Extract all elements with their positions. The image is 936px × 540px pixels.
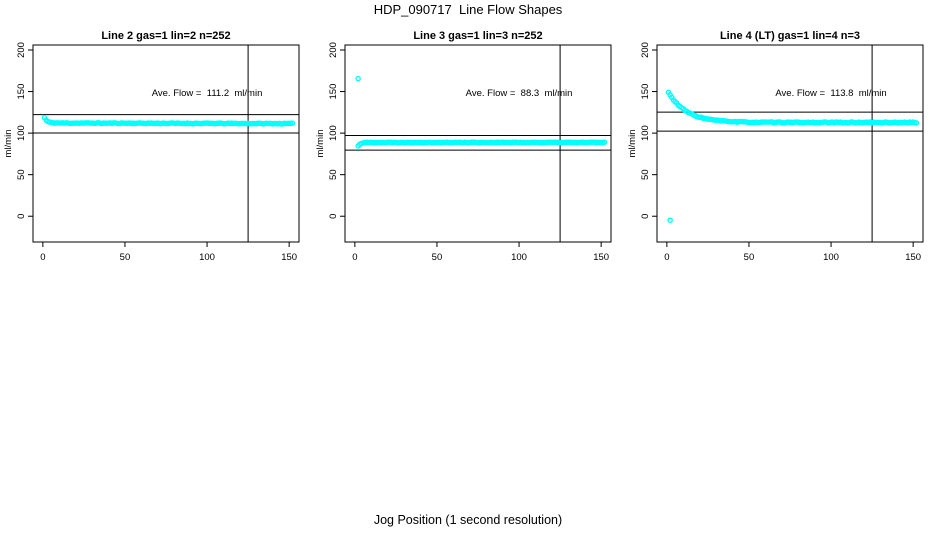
x-tick-label: 0 (664, 252, 669, 263)
y-axis-title: ml/min (627, 130, 638, 158)
x-tick-label: 50 (120, 252, 131, 263)
y-tick-label: 0 (328, 214, 339, 219)
y-axis: 0 50 100 150 200 ml/min (627, 42, 657, 219)
x-axis-label: Jog Position (1 second resolution) (373, 513, 563, 527)
panel-line2-chart: 0 50 100 150 0 50 100 150 200 ml/min Line 2 gas=1 … (3, 30, 300, 263)
y-tick-label: 50 (640, 169, 651, 180)
x-axis: 0 50 100 150 (40, 242, 297, 263)
x-axis: 0 50 100 150 (664, 242, 921, 263)
y-tick-label: 150 (328, 84, 339, 100)
outlier-point (667, 217, 673, 223)
x-tick-label: 100 (199, 252, 215, 263)
x-tick-label: 50 (432, 252, 443, 263)
y-tick-label: 0 (640, 214, 651, 219)
panel-line2: 0 50 100 150 0 50 100 150 200 ml/min Line 2 gas=1 … (0, 20, 312, 270)
panel-line4-chart: 0 50 100 150 0 50 100 150 200 ml/min Line 4 (LT) g… (627, 30, 924, 263)
scatter-points (665, 89, 920, 223)
y-axis: 0 50 100 150 200 ml/min (3, 42, 33, 219)
plot-box (344, 44, 612, 243)
y-axis-title: ml/min (3, 130, 14, 158)
x-tick-label: 150 (281, 252, 297, 263)
y-axis-title: ml/min (315, 130, 326, 158)
y-tick-label: 50 (16, 169, 27, 180)
y-tick-label: 200 (328, 42, 339, 58)
data-point (289, 120, 296, 126)
avg-flow-annotation: Ave. Flow = 111.2 ml/min (152, 88, 263, 99)
data-point (913, 120, 920, 126)
avg-flow-annotation: Ave. Flow = 113.8 ml/min (775, 88, 886, 99)
x-tick-label: 0 (40, 252, 45, 263)
x-tick-label: 0 (352, 252, 357, 263)
y-tick-label: 50 (328, 169, 339, 180)
y-tick-label: 200 (16, 42, 27, 58)
scatter-points (41, 114, 296, 127)
outlier-point (355, 75, 361, 82)
panel-line3-chart: 0 50 100 150 0 50 100 150 200 ml/min Line 3 gas=1 … (315, 30, 612, 263)
y-tick-label: 0 (16, 214, 27, 219)
panel-line3: 0 50 100 150 0 50 100 150 200 ml/min Line 3 gas=1 … (312, 20, 624, 270)
panel-title: Line 2 gas=1 lin=2 n=252 (101, 30, 230, 42)
y-tick-label: 200 (640, 42, 651, 58)
y-tick-label: 100 (328, 125, 339, 141)
x-tick-label: 150 (905, 252, 921, 263)
avg-flow-annotation: Ave. Flow = 88.3 ml/min (466, 88, 573, 99)
x-axis: 0 50 100 150 (352, 242, 609, 263)
x-tick-label: 100 (511, 252, 527, 263)
x-tick-label: 150 (593, 252, 609, 263)
y-tick-label: 100 (640, 125, 651, 141)
scatter-points (355, 75, 608, 149)
y-tick-label: 150 (640, 84, 651, 100)
plot-box (656, 44, 924, 243)
panel-title: Line 4 (LT) gas=1 lin=4 n=3 (720, 30, 860, 42)
y-tick-label: 150 (16, 84, 27, 100)
x-tick-label: 100 (823, 252, 839, 263)
data-point (601, 139, 608, 145)
x-tick-label: 50 (744, 252, 755, 263)
y-axis: 0 50 100 150 200 ml/min (315, 42, 345, 219)
panel-title: Line 3 gas=1 lin=3 n=252 (413, 30, 542, 42)
figure-title: HDP_090717 Line Flow Shapes (373, 2, 563, 17)
panel-line4: 0 50 100 150 0 50 100 150 200 ml/min Line 4 (LT) g… (624, 20, 936, 270)
plot-box (32, 44, 300, 243)
y-tick-label: 100 (16, 125, 27, 141)
